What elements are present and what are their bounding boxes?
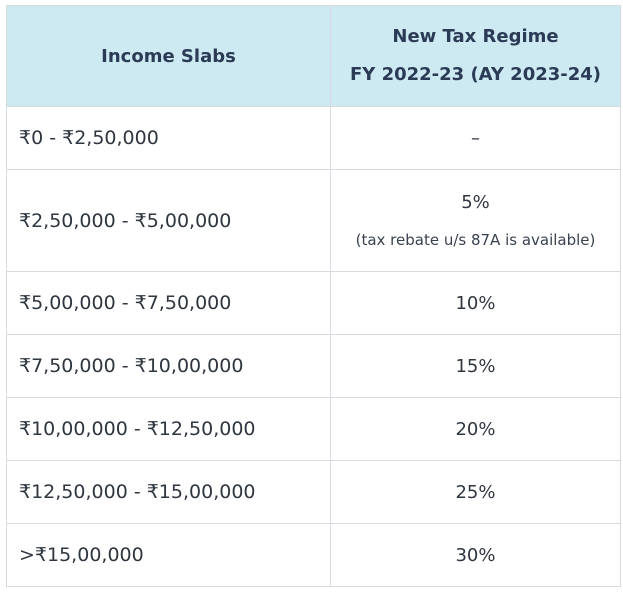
rate-cell: 25% — [330, 460, 621, 524]
header-fiscal-year: FY 2022-23 (AY 2023-24) — [349, 64, 602, 85]
slab-cell: ₹12,50,000 - ₹15,00,000 — [6, 460, 331, 524]
header-income-slabs: Income Slabs — [6, 5, 331, 107]
table-row: ₹5,00,000 - ₹7,50,000 10% — [6, 271, 621, 335]
rate-cell: 15% — [330, 334, 621, 398]
slab-cell: ₹2,50,000 - ₹5,00,000 — [6, 169, 331, 272]
rate-value: 20% — [455, 418, 496, 440]
table-header-row: Income Slabs New Tax Regime FY 2022-23 (… — [6, 5, 621, 107]
rate-value: 30% — [455, 544, 496, 566]
slab-cell: >₹15,00,000 — [6, 523, 331, 587]
table-row: ₹10,00,000 - ₹12,50,000 20% — [6, 397, 621, 461]
rebate-note: (tax rebate u/s 87A is available) — [355, 231, 596, 249]
table-row: ₹2,50,000 - ₹5,00,000 5% (tax rebate u/s… — [6, 169, 621, 272]
header-new-tax-regime: New Tax Regime FY 2022-23 (AY 2023-24) — [330, 5, 621, 107]
table-row: ₹12,50,000 - ₹15,00,000 25% — [6, 460, 621, 524]
rate-value: – — [471, 127, 480, 149]
rate-cell: 10% — [330, 271, 621, 335]
tax-slab-table: Income Slabs New Tax Regime FY 2022-23 (… — [6, 5, 621, 587]
table-row: ₹7,50,000 - ₹10,00,000 15% — [6, 334, 621, 398]
rate-cell: 5% (tax rebate u/s 87A is available) — [330, 169, 621, 272]
table-row: ₹0 - ₹2,50,000 – — [6, 106, 621, 170]
rate-cell: 20% — [330, 397, 621, 461]
slab-cell: ₹0 - ₹2,50,000 — [6, 106, 331, 170]
rate-cell: 30% — [330, 523, 621, 587]
rate-value: 25% — [455, 481, 496, 503]
rate-value: 10% — [455, 292, 496, 314]
slab-cell: ₹5,00,000 - ₹7,50,000 — [6, 271, 331, 335]
header-regime-title: New Tax Regime — [392, 26, 559, 47]
table-row: >₹15,00,000 30% — [6, 523, 621, 587]
slab-cell: ₹10,00,000 - ₹12,50,000 — [6, 397, 331, 461]
rate-cell: – — [330, 106, 621, 170]
rate-value: 5% — [461, 192, 490, 213]
rate-value: 15% — [455, 355, 496, 377]
slab-cell: ₹7,50,000 - ₹10,00,000 — [6, 334, 331, 398]
